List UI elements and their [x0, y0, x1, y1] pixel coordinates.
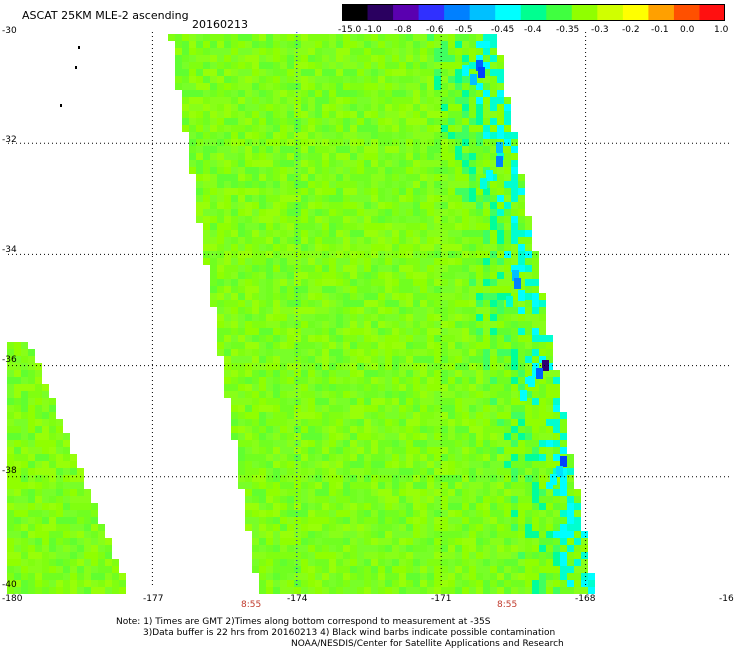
lon-label-180: -180 [2, 594, 23, 604]
lon-label-177: -177 [143, 594, 164, 604]
colorbar-swatch [571, 4, 598, 21]
colorbar-swatch [597, 4, 624, 21]
lat-label-36: -36 [2, 355, 17, 365]
colorbar-label: -0.1 [651, 25, 669, 35]
wind-cell-accent [528, 376, 535, 387]
island-mark [60, 104, 62, 107]
colorbar [342, 4, 725, 21]
lon-label-168: -168 [575, 594, 596, 604]
colorbar-swatch [673, 4, 701, 21]
wind-cell-accent [520, 390, 527, 401]
colorbar-swatch [622, 4, 649, 21]
note-line-2: 3)Data buffer is 22 hrs from 20160213 4)… [143, 628, 556, 638]
colorbar-swatch [444, 4, 471, 21]
colorbar-swatch [520, 4, 547, 21]
product-title: ASCAT 25KM MLE-2 ascending [22, 9, 189, 22]
colorbar-swatch [469, 4, 496, 21]
lat-label-40: -40 [2, 580, 17, 590]
colorbar-swatch [342, 4, 369, 21]
wind-cell-accent [496, 142, 503, 153]
wind-cell-accent [512, 270, 519, 281]
lon-label-174: -174 [287, 594, 308, 604]
wind-cell-accent [560, 456, 567, 467]
wind-cell-accent [518, 290, 525, 301]
wind-cell-accent [550, 474, 557, 485]
lat-label-38: -38 [2, 466, 17, 476]
colorbar-label: -0.3 [591, 25, 609, 35]
lon-label-171: -171 [431, 594, 452, 604]
colorbar-swatch [418, 4, 445, 21]
note-line-1: Note: 1) Times are GMT 2)Times along bot… [116, 617, 491, 627]
colorbar-label: 0.0 [680, 25, 695, 35]
colorbar-swatch [367, 4, 394, 21]
island-mark [75, 66, 77, 69]
wind-cell-accent [514, 278, 521, 289]
colorbar-label: -0.35 [556, 25, 580, 35]
wind-cell-accent [480, 178, 487, 189]
main-swath [168, 34, 595, 594]
colorbar-swatch [393, 4, 420, 21]
colorbar-label: -1.0 [364, 25, 382, 35]
wind-cell-accent [496, 156, 503, 167]
colorbar-label: -0.45 [491, 25, 515, 35]
wind-cell-accent [470, 74, 477, 85]
wind-cell-accent [486, 170, 493, 181]
colorbar-label: 1.0 [714, 25, 729, 35]
island-mark [78, 46, 80, 49]
lat-label-32: -32 [2, 135, 17, 145]
colorbar-border [342, 4, 725, 21]
product-date: 20160213 [192, 18, 248, 31]
colorbar-label: -15.0 [338, 25, 362, 35]
pass-time-1: 8:55 [241, 600, 262, 610]
colorbar-swatch [648, 4, 675, 21]
graticule [8, 32, 730, 588]
wind-cell-accent [556, 466, 563, 477]
left-swath [7, 342, 126, 594]
wind-cell-accent [476, 60, 483, 71]
colorbar-label: -0.8 [394, 25, 412, 35]
wind-cell-accent [506, 296, 513, 307]
colorbar-swatch [546, 4, 573, 21]
wind-cell-accent [462, 65, 469, 76]
colorbar-label: -0.6 [426, 25, 444, 35]
lat-label-30: -30 [2, 26, 17, 36]
wind-cell-accent [478, 67, 485, 78]
wind-cell-accent [536, 368, 543, 379]
colorbar-label: -0.5 [455, 25, 473, 35]
wind-cell-accent [542, 360, 549, 371]
colorbar-swatch [495, 4, 522, 21]
lon-label-165: -16 [719, 594, 734, 604]
lat-label-34: -34 [2, 245, 17, 255]
note-line-3: NOAA/NESDIS/Center for Satellite Applica… [291, 639, 564, 649]
colorbar-label: -0.2 [622, 25, 640, 35]
colorbar-label: -0.4 [524, 25, 542, 35]
pass-time-2: 8:55 [497, 600, 518, 610]
colorbar-swatch [699, 4, 725, 21]
